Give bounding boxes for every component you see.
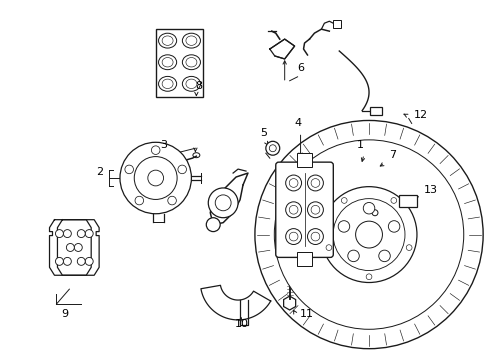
Circle shape: [151, 146, 160, 154]
Circle shape: [347, 250, 359, 262]
Polygon shape: [201, 285, 270, 320]
Circle shape: [387, 221, 399, 232]
Text: 8: 8: [195, 81, 202, 91]
Bar: [296, 153, 312, 167]
Text: 10: 10: [235, 319, 248, 329]
Text: 9: 9: [61, 309, 68, 319]
Circle shape: [285, 202, 301, 218]
Circle shape: [77, 257, 85, 265]
Circle shape: [134, 157, 177, 199]
Circle shape: [63, 257, 71, 265]
Text: 1: 1: [356, 140, 364, 150]
Circle shape: [74, 243, 82, 251]
Circle shape: [208, 188, 238, 218]
Circle shape: [321, 186, 416, 283]
Circle shape: [338, 221, 349, 232]
Polygon shape: [269, 39, 294, 59]
Circle shape: [66, 243, 74, 251]
Circle shape: [390, 198, 396, 203]
Text: 5: 5: [259, 128, 266, 138]
Circle shape: [274, 140, 463, 329]
Bar: [398, 195, 416, 207]
Circle shape: [178, 165, 186, 174]
Circle shape: [77, 230, 85, 238]
Circle shape: [325, 245, 331, 251]
Ellipse shape: [182, 33, 200, 48]
Text: 12: 12: [413, 111, 427, 121]
Circle shape: [366, 274, 371, 280]
FancyBboxPatch shape: [275, 162, 333, 257]
Bar: [155, 29, 203, 96]
Ellipse shape: [330, 161, 338, 175]
Circle shape: [363, 202, 374, 214]
Circle shape: [120, 142, 191, 214]
Polygon shape: [57, 220, 99, 275]
Circle shape: [206, 218, 220, 231]
Circle shape: [307, 175, 323, 191]
Ellipse shape: [182, 76, 200, 91]
Circle shape: [307, 229, 323, 244]
Ellipse shape: [158, 76, 176, 91]
Text: 7: 7: [388, 150, 395, 160]
Circle shape: [378, 250, 389, 262]
Circle shape: [147, 170, 163, 186]
Circle shape: [355, 221, 382, 248]
Circle shape: [55, 230, 63, 238]
Bar: [333, 20, 341, 28]
Circle shape: [85, 257, 93, 265]
Text: 13: 13: [423, 185, 437, 195]
Text: 3: 3: [161, 140, 167, 150]
Circle shape: [371, 210, 377, 216]
Text: 6: 6: [297, 63, 304, 73]
Ellipse shape: [158, 55, 176, 69]
Circle shape: [341, 198, 346, 203]
Circle shape: [285, 229, 301, 244]
Ellipse shape: [182, 55, 200, 69]
Polygon shape: [49, 220, 91, 275]
Bar: [369, 107, 381, 114]
Circle shape: [85, 230, 93, 238]
Circle shape: [55, 257, 63, 265]
Bar: [296, 252, 312, 266]
Circle shape: [265, 141, 279, 155]
Circle shape: [406, 245, 411, 251]
Text: 11: 11: [299, 309, 313, 319]
Ellipse shape: [158, 33, 176, 48]
Text: 2: 2: [96, 167, 103, 177]
Circle shape: [63, 230, 71, 238]
Circle shape: [124, 165, 133, 174]
Ellipse shape: [192, 153, 200, 158]
Circle shape: [167, 196, 176, 205]
Text: 4: 4: [294, 118, 301, 129]
Circle shape: [135, 196, 143, 205]
Circle shape: [285, 175, 301, 191]
Circle shape: [307, 202, 323, 218]
